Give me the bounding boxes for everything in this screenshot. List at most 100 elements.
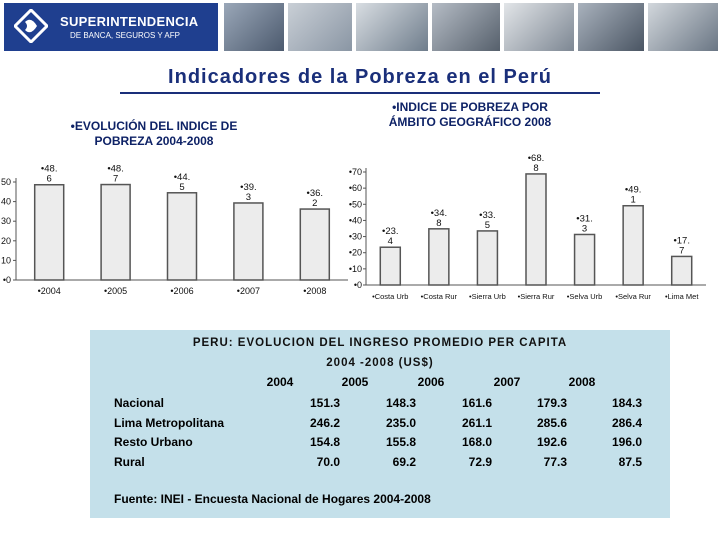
left-chart-title-line1: •EVOLUCIÓN DEL INDICE DE — [70, 119, 238, 133]
left-chart-category-label: •2006 — [170, 286, 193, 296]
right-chart-y-tick-label: •10 — [349, 264, 362, 274]
right-chart-title: •INDICE DE POBREZA POR ÁMBITO GEOGRÁFICO… — [350, 100, 590, 130]
left-chart-y-tick-label: 10 — [1, 255, 11, 265]
right-chart-category-label: •Sierra Urb — [469, 292, 506, 301]
income-table-cell: 192.6 — [536, 435, 567, 449]
income-table-source: Fuente: INEI - Encuesta Nacional de Hoga… — [114, 492, 431, 506]
left-chart-y-tick-label: 50 — [1, 177, 11, 187]
left-chart-data-label: 7 — [113, 174, 118, 185]
income-table: PERU: EVOLUCION DEL INGRESO PROMEDIO PER… — [90, 330, 670, 518]
income-table-cell: 148.3 — [385, 396, 416, 410]
right-chart-data-label: 4 — [388, 236, 393, 247]
left-chart-y-tick-label: 30 — [1, 216, 11, 226]
right-chart-y-tick-label: •20 — [349, 248, 362, 258]
left-chart-data-label: •48. — [41, 164, 58, 175]
income-table-cell: 179.3 — [536, 396, 567, 410]
right-chart-bar — [670, 255, 693, 286]
income-table-cell: 246.2 — [309, 415, 340, 430]
right-chart-data-label: 3 — [582, 223, 587, 234]
left-chart-data-label: •44. — [174, 172, 191, 183]
right-chart-category-label: •Lima Met — [665, 292, 699, 301]
right-chart-y-tick-label: •50 — [349, 199, 362, 209]
income-table-year: 2007 — [493, 375, 521, 389]
income-table-row-label: Nacional — [114, 396, 165, 410]
left-chart-bar — [299, 208, 331, 281]
banner-photo-1 — [224, 3, 284, 51]
logo-subtitle: DE BANCA, SEGUROS Y AFP — [70, 31, 180, 40]
income-table-cell: 286.4 — [611, 415, 642, 430]
banner-photo-2 — [288, 3, 352, 51]
income-table-cell: 161.6 — [461, 396, 492, 410]
right-chart-y-tick-label: •30 — [349, 232, 362, 242]
income-table-cell: 77.3 — [543, 454, 567, 469]
page-title: Indicadores de la Pobreza en el Perú — [168, 66, 552, 88]
income-table-year: 2006 — [417, 375, 445, 389]
right-chart-data-label: •23. — [382, 226, 399, 237]
banner-photo-5 — [504, 3, 574, 51]
banner-photo-3 — [356, 3, 428, 51]
right-chart-bar — [573, 233, 596, 286]
income-table-row-label: Lima Metropolitana — [114, 415, 225, 430]
left-chart-title: •EVOLUCIÓN DEL INDICE DE POBREZA 2004-20… — [40, 119, 268, 149]
income-table-subtitle: 2004 -2008 (US$) — [326, 357, 434, 369]
left-chart-bar — [100, 183, 131, 281]
left-chart-data-label: 6 — [47, 174, 52, 185]
left-chart-data-label: 3 — [246, 192, 251, 203]
income-table-cell: 70.0 — [316, 454, 340, 469]
income-table-cell: 196.0 — [611, 435, 642, 449]
left-chart-bar — [233, 202, 264, 281]
left-chart-y-tick-label: •0 — [3, 275, 11, 285]
income-table-cell: 69.2 — [392, 454, 416, 469]
right-chart-data-label: 1 — [630, 195, 635, 206]
right-chart-title-line2: ÁMBITO GEOGRÁFICO 2008 — [388, 115, 552, 129]
right-chart-y-tick-label: •70 — [349, 167, 362, 177]
left-chart-y-tick-label: 40 — [1, 197, 11, 207]
header-banner: SUPERINTENDENCIA DE BANCA, SEGUROS Y AFP — [0, 0, 720, 54]
income-table-cell: 285.6 — [536, 415, 567, 430]
right-chart-category-label: •Selva Rur — [615, 292, 651, 301]
left-chart-data-label: •36. — [307, 188, 324, 199]
right-chart-title-line1: •INDICE DE POBREZA POR — [392, 100, 548, 114]
left-chart-data-label: •39. — [240, 182, 257, 193]
right-chart-category-label: •Costa Urb — [372, 292, 408, 301]
left-chart-y-tick-label: 20 — [1, 236, 11, 246]
income-table-cell: 235.0 — [385, 415, 416, 430]
left-chart-title-line2: POBREZA 2004-2008 — [94, 134, 214, 148]
right-chart-data-label: •31. — [576, 213, 593, 224]
income-table-cell: 154.8 — [309, 435, 340, 449]
logo: SUPERINTENDENCIA DE BANCA, SEGUROS Y AFP — [4, 3, 218, 51]
right-chart-bar — [379, 246, 402, 286]
logo-name: SUPERINTENDENCIA — [60, 14, 199, 29]
right-chart-data-label: •34. — [431, 208, 448, 219]
left-chart-category-label: •2004 — [38, 286, 61, 296]
left-chart-bar — [33, 183, 65, 281]
income-table-year: 2008 — [568, 375, 596, 389]
left-chart-bar — [166, 192, 198, 281]
right-chart-data-label: •33. — [479, 210, 496, 221]
right-chart-data-label: 8 — [436, 218, 441, 229]
income-table-year: 2005 — [341, 375, 369, 389]
banner-photo-7 — [648, 3, 718, 51]
income-table-cell: 261.1 — [461, 415, 492, 430]
right-chart-y-tick-label: •60 — [349, 183, 362, 193]
left-chart-data-label: 5 — [179, 182, 184, 193]
right-chart-category-label: •Costa Rur — [421, 292, 458, 301]
right-chart-data-label: 5 — [485, 220, 490, 231]
right-chart-bar — [622, 204, 644, 286]
right-chart-bar — [525, 173, 547, 286]
banner-photo-4 — [432, 3, 500, 51]
right-chart-y-tick-label: •0 — [354, 280, 362, 290]
title-underline — [120, 92, 600, 94]
left-chart-data-label: •48. — [107, 164, 124, 175]
left-chart-category-label: •2007 — [237, 286, 260, 296]
income-table-cell: 155.8 — [385, 435, 416, 449]
right-chart-data-label: •68. — [528, 153, 545, 164]
income-table-cell: 72.9 — [468, 454, 492, 469]
income-table-cell: 168.0 — [461, 435, 492, 449]
right-chart-data-label: •49. — [625, 185, 642, 196]
left-chart-category-label: •2005 — [104, 286, 127, 296]
right-chart-bar — [476, 230, 499, 286]
banner-photo-6 — [578, 3, 644, 51]
